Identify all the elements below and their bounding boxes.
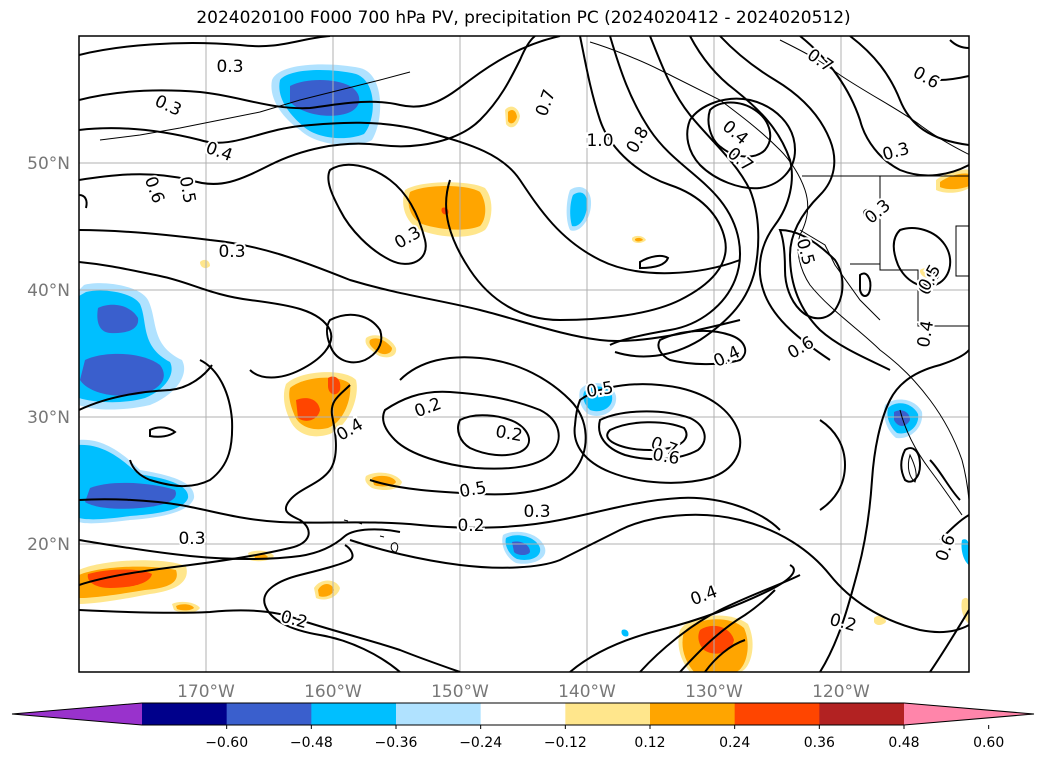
contour-label: 0.2	[457, 516, 484, 536]
colorbar-swatch	[480, 703, 566, 725]
lat-label: 30°N	[27, 408, 70, 428]
colorbar-tick-label: −0.60	[205, 735, 248, 751]
colorbar-swatch	[565, 703, 651, 725]
contour-label: 1.0	[586, 131, 613, 151]
map-frame	[78, 35, 970, 673]
map-title: 2024020100 F000 700 hPa PV, precipitatio…	[196, 8, 851, 28]
lon-label: 160°W	[304, 682, 362, 702]
contour-label: 0.3	[216, 57, 243, 77]
colorbar-tick-label: 0.48	[888, 735, 919, 751]
colorbar-swatch	[311, 703, 397, 725]
colorbar-outline	[11, 702, 1035, 726]
contour-label: 0.3	[218, 242, 245, 262]
colorbar-tick-label: 0.36	[804, 735, 835, 751]
longitude-labels: 170°W 160°W 150°W 140°W 130°W 120°W	[177, 682, 870, 702]
colorbar-tick-label: −0.48	[290, 735, 333, 751]
colorbar: −0.60 −0.48 −0.36 −0.24 −0.12 0.12 0.24 0.36 0.4…	[11, 702, 1035, 751]
colorbar-extend-min	[12, 703, 142, 725]
contour-label: 0.3	[523, 502, 550, 522]
lon-label: 170°W	[177, 682, 235, 702]
colorbar-extend-max	[904, 703, 1034, 725]
colorbar-tick-label: 0.12	[634, 735, 665, 751]
contour-label: 0.3	[178, 529, 205, 549]
lat-label: 40°N	[27, 281, 70, 301]
colorbar-tick-label: 0.60	[973, 735, 1004, 751]
lat-label: 50°N	[27, 154, 70, 174]
colorbar-swatch	[734, 703, 820, 725]
coastlines	[99, 39, 969, 553]
colorbar-tick-label: −0.12	[544, 735, 587, 751]
lon-label: 120°W	[812, 682, 870, 702]
colorbar-swatch	[396, 703, 482, 725]
colorbar-tick-label: −0.24	[459, 735, 502, 751]
pv-contours	[79, 36, 969, 672]
colorbar-swatch	[819, 703, 905, 725]
lon-label: 150°W	[431, 682, 489, 702]
lon-label: 140°W	[558, 682, 616, 702]
lat-label: 20°N	[27, 535, 70, 555]
colorbar-swatch	[142, 703, 228, 725]
colorbar-tick-label: 0.24	[719, 735, 750, 751]
colorbar-swatch	[650, 703, 736, 725]
colorbar-swatch	[226, 703, 312, 725]
lon-label: 130°W	[685, 682, 743, 702]
latitude-labels: 50°N 40°N 30°N 20°N	[27, 154, 70, 555]
colorbar-tick-label: −0.36	[375, 735, 418, 751]
map-plot-area	[79, 36, 969, 672]
